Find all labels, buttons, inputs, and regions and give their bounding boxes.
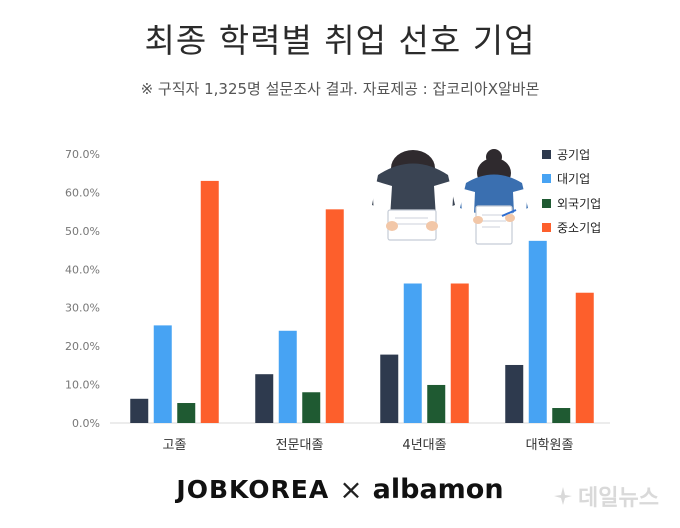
- bar-1-1: [130, 398, 149, 423]
- bar-3-2: [302, 392, 321, 423]
- bar-3-4: [552, 408, 571, 423]
- legend-item: 외국기업: [542, 191, 601, 216]
- legend-item: 중소기업: [542, 216, 601, 241]
- x-axis: 고졸 전문대졸 4년대졸 대학원졸: [163, 438, 574, 453]
- news-logo-icon: [554, 487, 572, 505]
- x-tick-label: 고졸: [163, 438, 187, 453]
- legend-swatch: [542, 149, 551, 159]
- watermark-text: 데일뉴스: [578, 486, 659, 511]
- x-tick-label: 4년대졸: [402, 438, 446, 453]
- bar-2-2: [278, 330, 297, 423]
- office-workers-illustration: [372, 149, 528, 245]
- bar-2-3: [403, 283, 422, 423]
- legend-swatch: [542, 198, 551, 208]
- legend-item: 대기업: [542, 167, 601, 192]
- bar-3-1: [177, 403, 196, 423]
- legend-label: 중소기업: [557, 221, 602, 236]
- bar-3-3: [427, 384, 446, 423]
- watermark: 데일뉴스: [552, 480, 659, 512]
- y-axis: 0.0% 10.0% 20.0% 30.0% 40.0% 50.0% 60.0% 70.0%: [65, 148, 610, 430]
- legend-label: 대기업: [557, 172, 591, 187]
- legend-item: 공기업: [542, 142, 601, 167]
- jobkorea-logo: JOBKOREA: [176, 475, 330, 504]
- bars: [130, 180, 594, 423]
- bar-2-4: [528, 240, 547, 423]
- logo-separator: ×: [339, 473, 363, 506]
- bar-1-4: [505, 364, 524, 423]
- bar-4-2: [325, 209, 344, 423]
- legend-swatch: [542, 223, 551, 233]
- legend-swatch: [542, 174, 551, 184]
- bar-4-3: [450, 283, 469, 423]
- y-tick-label: 20.0%: [65, 340, 100, 353]
- page-subtitle: ※ 구직자 1,325명 설문조사 결과. 자료제공 : 잡코리아X알바몬: [140, 80, 540, 98]
- footer-logos: JOBKOREA × albamon: [0, 473, 680, 506]
- y-tick-label: 10.0%: [65, 379, 100, 392]
- y-tick-label: 50.0%: [65, 225, 100, 238]
- y-tick-label: 60.0%: [65, 186, 100, 199]
- x-tick-label: 전문대졸: [276, 438, 324, 453]
- bar-4-1: [200, 180, 219, 423]
- y-tick-label: 30.0%: [65, 302, 100, 315]
- bar-1-3: [380, 354, 399, 423]
- x-tick-label: 대학원졸: [526, 438, 574, 453]
- bar-2-1: [153, 325, 172, 423]
- legend-label: 외국기업: [557, 196, 602, 211]
- y-tick-label: 40.0%: [65, 263, 100, 276]
- page-title: 최종 학력별 취업 선호 기업: [144, 21, 536, 60]
- bar-4-4: [575, 292, 594, 423]
- albamon-logo: albamon: [372, 474, 504, 505]
- legend-label: 공기업: [557, 147, 591, 162]
- y-tick-label: 70.0%: [65, 148, 100, 161]
- y-tick-label: 0.0%: [72, 417, 100, 430]
- bar-1-2: [255, 374, 274, 423]
